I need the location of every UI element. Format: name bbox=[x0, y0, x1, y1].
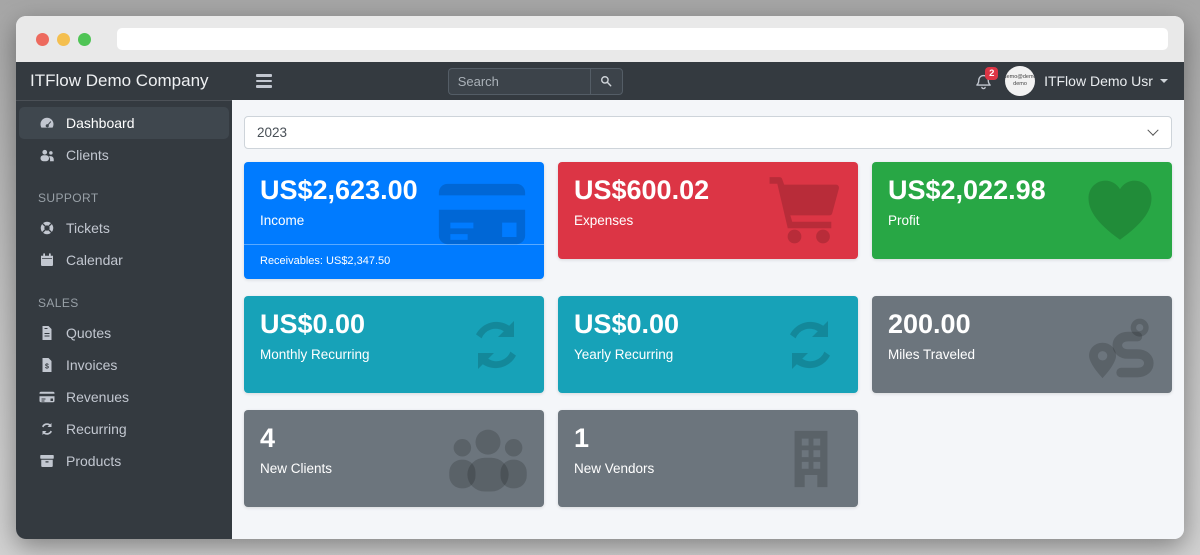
heart-icon bbox=[1084, 175, 1156, 247]
monthly-recurring-card: US$0.00 Monthly Recurring bbox=[244, 296, 544, 394]
users-group-icon bbox=[448, 419, 528, 499]
users-icon bbox=[38, 147, 56, 163]
sidebar-item-label: Clients bbox=[66, 147, 109, 163]
sidebar-item-label: Revenues bbox=[66, 389, 130, 405]
yearly-recurring-value: US$0.00 bbox=[574, 309, 680, 340]
route-icon bbox=[1084, 309, 1156, 381]
profit-label: Profit bbox=[888, 213, 920, 229]
sidebar-item-tickets[interactable]: Tickets bbox=[19, 212, 229, 244]
dashboard-content: 2023 US$2,623.00 Income Receivables: US$… bbox=[232, 100, 1184, 539]
year-select-value: 2023 bbox=[257, 125, 288, 140]
monthly-recurring-value: US$0.00 bbox=[260, 309, 366, 340]
window-minimize-button[interactable] bbox=[57, 32, 70, 46]
expenses-label: Expenses bbox=[574, 213, 634, 229]
stat-card-grid: US$2,623.00 Income Receivables: US$2,347… bbox=[244, 162, 1172, 508]
new-vendors-card: 1 New Vendors bbox=[558, 410, 858, 508]
sync-icon bbox=[778, 313, 842, 377]
search-button[interactable] bbox=[589, 67, 623, 95]
calendar-icon bbox=[38, 252, 56, 268]
caret-down-icon bbox=[1159, 79, 1168, 83]
new-clients-value: 4 bbox=[260, 423, 276, 454]
sidebar-nav: Dashboard Clients SUPPORT Tickets Calend… bbox=[16, 101, 232, 483]
company-brand[interactable]: ITFlow Demo Company bbox=[16, 62, 232, 101]
sidebar-item-clients[interactable]: Clients bbox=[19, 139, 229, 171]
sidebar-item-revenues[interactable]: Revenues bbox=[19, 381, 229, 413]
new-vendors-label: New Vendors bbox=[574, 461, 655, 477]
notifications-button[interactable]: 2 bbox=[974, 66, 999, 91]
income-label: Income bbox=[260, 213, 305, 229]
credit-card-icon bbox=[38, 389, 56, 405]
expenses-value: US$600.02 bbox=[574, 175, 710, 205]
income-card: US$2,623.00 Income Receivables: US$2,347… bbox=[244, 162, 544, 280]
sidebar-item-label: Quotes bbox=[66, 325, 112, 341]
box-archive-icon bbox=[38, 453, 56, 469]
browser-window: ITFlow Demo Company Dashboard Clients SU… bbox=[16, 16, 1184, 539]
new-vendors-value: 1 bbox=[574, 423, 590, 454]
window-close-button[interactable] bbox=[36, 32, 49, 46]
profit-value: US$2,022.98 bbox=[888, 175, 1046, 205]
profit-card: US$2,022.98 Profit bbox=[872, 162, 1172, 259]
miles-traveled-card: 200.00 Miles Traveled bbox=[872, 296, 1172, 394]
building-icon bbox=[780, 428, 842, 490]
income-footer: Receivables: US$2,347.50 bbox=[244, 244, 544, 279]
credit-card-icon bbox=[436, 168, 528, 260]
yearly-recurring-label: Yearly Recurring bbox=[574, 347, 674, 363]
new-clients-label: New Clients bbox=[260, 461, 333, 477]
new-clients-card: 4 New Clients bbox=[244, 410, 544, 508]
menu-toggle-button[interactable] bbox=[256, 74, 272, 88]
sidebar: ITFlow Demo Company Dashboard Clients SU… bbox=[16, 62, 232, 539]
year-select[interactable]: 2023 bbox=[244, 116, 1172, 149]
sidebar-item-label: Recurring bbox=[66, 421, 127, 437]
window-zoom-button[interactable] bbox=[78, 32, 91, 46]
avatar: demo@demo demo bbox=[1005, 66, 1036, 96]
search-form bbox=[447, 67, 623, 95]
navbar-right: 2 demo@demo demo ITFlow Demo Usr bbox=[974, 66, 1168, 96]
url-bar[interactable] bbox=[117, 28, 1168, 50]
income-value: US$2,623.00 bbox=[260, 175, 418, 205]
sidebar-item-label: Calendar bbox=[66, 252, 123, 268]
notification-badge: 2 bbox=[985, 66, 999, 81]
sidebar-item-invoices[interactable]: Invoices bbox=[19, 349, 229, 381]
miles-label: Miles Traveled bbox=[888, 347, 976, 363]
shopping-cart-icon bbox=[766, 173, 842, 249]
yearly-recurring-card: US$0.00 Yearly Recurring bbox=[558, 296, 858, 394]
sidebar-item-label: Invoices bbox=[66, 357, 118, 373]
sync-icon bbox=[464, 313, 528, 377]
monthly-recurring-label: Monthly Recurring bbox=[260, 347, 370, 363]
sidebar-item-label: Dashboard bbox=[66, 115, 135, 131]
sidebar-item-label: Tickets bbox=[66, 220, 110, 236]
sidebar-item-quotes[interactable]: Quotes bbox=[19, 317, 229, 349]
sidebar-item-label: Products bbox=[66, 453, 122, 469]
sidebar-section-sales: SALES bbox=[38, 296, 79, 310]
sidebar-section-support: SUPPORT bbox=[38, 191, 99, 205]
sidebar-item-calendar[interactable]: Calendar bbox=[19, 244, 229, 276]
app-frame: ITFlow Demo Company Dashboard Clients SU… bbox=[16, 62, 1184, 539]
file-lines-icon bbox=[38, 325, 56, 341]
search-input[interactable] bbox=[447, 67, 590, 95]
user-menu[interactable]: demo@demo demo ITFlow Demo Usr bbox=[1005, 66, 1168, 96]
search-icon bbox=[599, 74, 613, 88]
user-name: ITFlow Demo Usr bbox=[1044, 73, 1153, 89]
gauge-icon bbox=[38, 115, 56, 131]
file-invoice-dollar-icon bbox=[38, 357, 56, 373]
miles-value: 200.00 bbox=[888, 309, 971, 340]
expenses-card: US$600.02 Expenses bbox=[558, 162, 858, 259]
sidebar-item-dashboard[interactable]: Dashboard bbox=[19, 107, 229, 139]
sidebar-item-recurring[interactable]: Recurring bbox=[19, 413, 229, 445]
sync-icon bbox=[38, 421, 56, 437]
chevron-down-icon bbox=[1147, 124, 1159, 136]
sidebar-item-products[interactable]: Products bbox=[19, 445, 229, 477]
life-ring-icon bbox=[38, 220, 56, 236]
browser-chrome bbox=[16, 16, 1184, 62]
